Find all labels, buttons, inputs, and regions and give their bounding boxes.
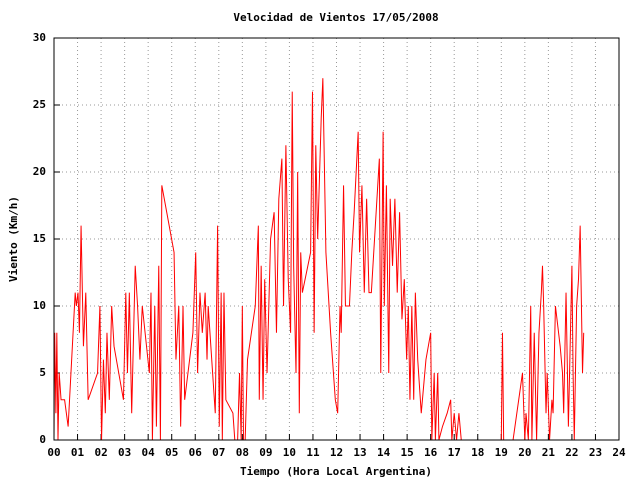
x-tick-label: 16 xyxy=(424,446,438,459)
x-tick-label: 09 xyxy=(259,446,272,459)
x-tick-label: 14 xyxy=(377,446,391,459)
x-tick-label: 04 xyxy=(142,446,156,459)
x-tick-label: 20 xyxy=(518,446,531,459)
x-axis-label: Tiempo (Hora Local Argentina) xyxy=(240,465,432,478)
x-tick-label: 01 xyxy=(71,446,85,459)
x-tick-label: 21 xyxy=(542,446,556,459)
plot-border xyxy=(53,37,620,441)
x-tick-label: 06 xyxy=(189,446,203,459)
x-tick-label: 02 xyxy=(94,446,107,459)
x-tick-label: 13 xyxy=(353,446,366,459)
y-tick-label: 20 xyxy=(33,165,46,178)
x-tick-label: 03 xyxy=(118,446,131,459)
y-tick-label: 10 xyxy=(33,299,46,312)
x-tick-label: 08 xyxy=(236,446,249,459)
y-tick-label: 25 xyxy=(33,98,46,111)
x-tick-label: 11 xyxy=(306,446,320,459)
y-tick-label: 5 xyxy=(39,366,46,379)
x-tick-label: 24 xyxy=(612,446,626,459)
x-tick-label: 15 xyxy=(401,446,414,459)
y-tick-label: 30 xyxy=(33,31,46,44)
x-tick-label: 07 xyxy=(212,446,225,459)
x-tick-label: 19 xyxy=(495,446,508,459)
x-tick-label: 23 xyxy=(589,446,602,459)
x-tick-label: 00 xyxy=(47,446,60,459)
y-tick-label: 0 xyxy=(39,433,46,446)
x-tick-label: 22 xyxy=(565,446,578,459)
chart-title: Velocidad de Vientos 17/05/2008 xyxy=(233,11,438,24)
x-tick-label: 17 xyxy=(448,446,461,459)
x-tick-label: 18 xyxy=(471,446,484,459)
x-tick-label: 10 xyxy=(283,446,296,459)
x-tick-label: 12 xyxy=(330,446,343,459)
y-tick-label: 15 xyxy=(33,232,46,245)
y-axis-label: Viento (Km/h) xyxy=(7,196,20,282)
x-tick-label: 05 xyxy=(165,446,178,459)
